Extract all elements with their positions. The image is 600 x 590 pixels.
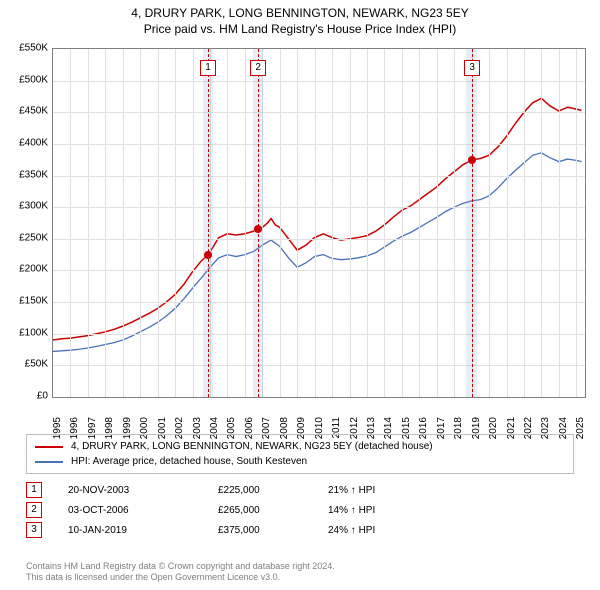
gridline-v: [332, 49, 333, 397]
ytick-label: £400K: [2, 137, 48, 148]
gridline-v: [88, 49, 89, 397]
sale-price: £225,000: [218, 485, 328, 496]
gridline-v: [175, 49, 176, 397]
marker-box: 2: [250, 60, 266, 76]
gridline-h: [53, 302, 585, 303]
sale-date: 03-OCT-2006: [68, 505, 218, 516]
marker-box: 3: [464, 60, 480, 76]
legend-label: 4, DRURY PARK, LONG BENNINGTON, NEWARK, …: [71, 441, 433, 452]
legend-swatch: [35, 446, 63, 448]
chart: 123 £0£50K£100K£150K£200K£250K£300K£350K…: [10, 48, 590, 428]
gridline-h: [53, 270, 585, 271]
gridline-v: [227, 49, 228, 397]
gridline-v: [315, 49, 316, 397]
chart-titles: 4, DRURY PARK, LONG BENNINGTON, NEWARK, …: [0, 0, 600, 36]
gridline-v: [384, 49, 385, 397]
chart-lines: [53, 49, 585, 397]
gridline-h: [53, 207, 585, 208]
sale-marker: [204, 251, 212, 259]
marker-line: [472, 49, 473, 397]
gridline-v: [507, 49, 508, 397]
table-row: 3 10-JAN-2019£375,00024% ↑ HPI: [26, 520, 574, 540]
sales-table: 1 20-NOV-2003£225,00021% ↑ HPI 2 03-OCT-200…: [26, 480, 574, 540]
gridline-v: [541, 49, 542, 397]
sale-date: 10-JAN-2019: [68, 525, 218, 536]
legend-row: HPI: Average price, detached house, Sout…: [35, 454, 565, 469]
table-row: 1 20-NOV-2003£225,00021% ↑ HPI: [26, 480, 574, 500]
xtick-label: 2025: [575, 417, 586, 439]
sale-index-box: 1: [26, 482, 42, 498]
footer: Contains HM Land Registry data © Crown c…: [26, 561, 574, 584]
footer-line1: Contains HM Land Registry data © Crown c…: [26, 561, 574, 573]
gridline-v: [419, 49, 420, 397]
gridline-h: [53, 112, 585, 113]
footer-line2: This data is licensed under the Open Gov…: [26, 572, 574, 584]
ytick-label: £450K: [2, 106, 48, 117]
gridline-h: [53, 365, 585, 366]
ytick-label: £50K: [2, 359, 48, 370]
gridline-v: [489, 49, 490, 397]
legend: 4, DRURY PARK, LONG BENNINGTON, NEWARK, …: [26, 434, 574, 474]
ytick-label: £250K: [2, 232, 48, 243]
gridline-v: [559, 49, 560, 397]
sale-index-box: 3: [26, 522, 42, 538]
ytick-label: £200K: [2, 264, 48, 275]
marker-line: [258, 49, 259, 397]
ytick-label: £500K: [2, 74, 48, 85]
legend-label: HPI: Average price, detached house, Sout…: [71, 456, 307, 467]
legend-swatch: [35, 461, 63, 463]
sale-price: £265,000: [218, 505, 328, 516]
legend-row: 4, DRURY PARK, LONG BENNINGTON, NEWARK, …: [35, 439, 565, 454]
gridline-v: [70, 49, 71, 397]
ytick-label: £100K: [2, 327, 48, 338]
ytick-label: £350K: [2, 169, 48, 180]
plot-area: 1 2 3: [52, 48, 586, 398]
sale-delta: 14% ↑ HPI: [328, 505, 574, 516]
sale-index-box: 2: [26, 502, 42, 518]
gridline-v: [524, 49, 525, 397]
ytick-label: £150K: [2, 296, 48, 307]
gridline-h: [53, 81, 585, 82]
ytick-label: £300K: [2, 201, 48, 212]
gridline-v: [140, 49, 141, 397]
gridline-v: [402, 49, 403, 397]
gridline-v: [280, 49, 281, 397]
gridline-v: [350, 49, 351, 397]
sale-delta: 24% ↑ HPI: [328, 525, 574, 536]
gridline-v: [367, 49, 368, 397]
marker-line: [208, 49, 209, 397]
sale-delta: 21% ↑ HPI: [328, 485, 574, 496]
title-address: 4, DRURY PARK, LONG BENNINGTON, NEWARK, …: [0, 6, 600, 20]
marker-box: 1: [200, 60, 216, 76]
title-subtitle: Price paid vs. HM Land Registry's House …: [0, 22, 600, 36]
table-row: 2 03-OCT-2006£265,00014% ↑ HPI: [26, 500, 574, 520]
sale-price: £375,000: [218, 525, 328, 536]
gridline-v: [193, 49, 194, 397]
sale-marker: [254, 225, 262, 233]
gridline-v: [158, 49, 159, 397]
gridline-v: [454, 49, 455, 397]
gridline-h: [53, 239, 585, 240]
sale-date: 20-NOV-2003: [68, 485, 218, 496]
gridline-v: [297, 49, 298, 397]
gridline-v: [105, 49, 106, 397]
gridline-v: [123, 49, 124, 397]
gridline-v: [576, 49, 577, 397]
gridline-v: [437, 49, 438, 397]
gridline-h: [53, 334, 585, 335]
sale-marker: [468, 156, 476, 164]
gridline-v: [245, 49, 246, 397]
gridline-h: [53, 176, 585, 177]
ytick-label: £550K: [2, 43, 48, 54]
series-property: [53, 98, 582, 340]
ytick-label: £0: [2, 391, 48, 402]
gridline-h: [53, 144, 585, 145]
